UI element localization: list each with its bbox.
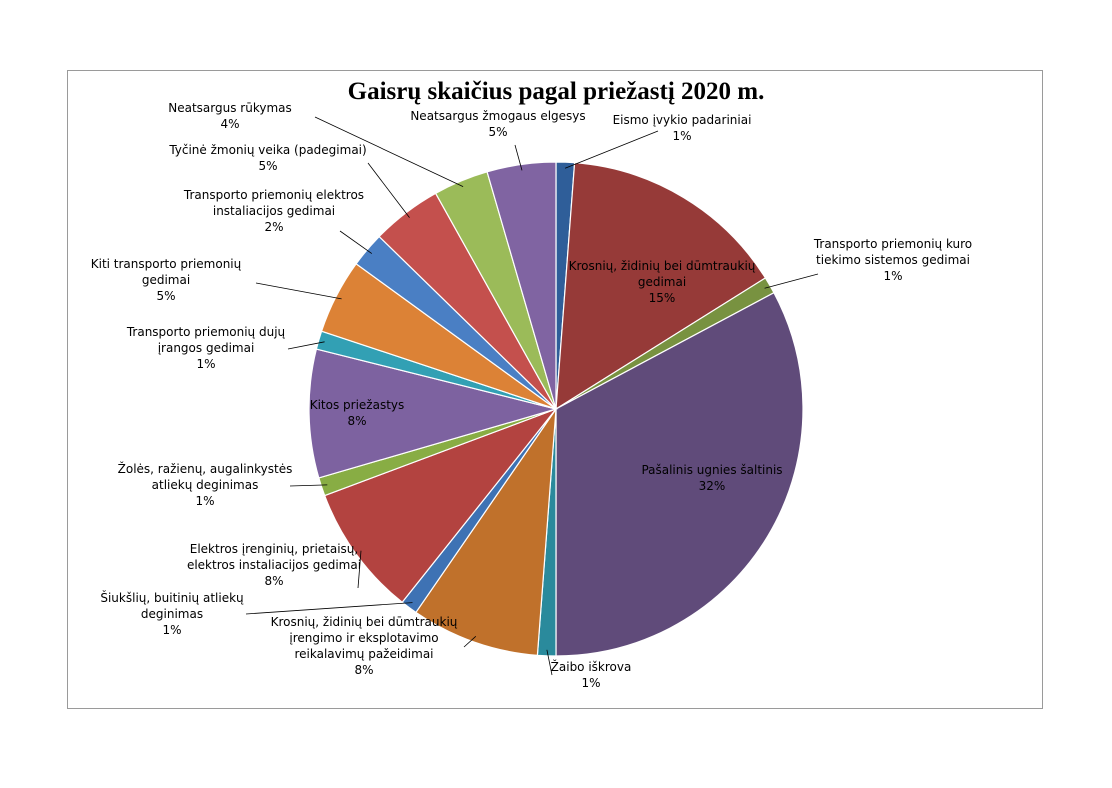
slice-label: Neatsargus rūkymas 4%: [168, 101, 292, 131]
leader-line: [564, 130, 659, 169]
slice-label: Transporto priemonių dujų įrangos gedimai…: [126, 325, 286, 371]
leader-line: [287, 341, 325, 350]
slice-label: Žolės, ražienų, augalinkystės atliekų deg…: [118, 461, 293, 508]
leader-line: [463, 636, 477, 648]
slice-name: gedimai: [638, 275, 686, 289]
slice-percent: 2%: [264, 220, 283, 234]
slice-percent: 32%: [699, 479, 726, 493]
leader-line: [514, 144, 523, 171]
slice-name: Šiukšlių, buitinių atliekų: [100, 590, 244, 605]
slice-percent: 1%: [883, 269, 902, 283]
slice-label: Transporto priemonių elektros instaliacij…: [183, 188, 364, 234]
leader-line: [357, 550, 362, 589]
slice-name: Kiti transporto priemonių: [91, 257, 242, 271]
slice-name: įrangos gedimai: [158, 341, 255, 355]
slice-name: Pašalinis ugnies šaltinis: [641, 463, 782, 477]
pie-slice: [555, 291, 804, 657]
slice-percent: 5%: [156, 289, 175, 303]
slice-name: Žolės, ražienų, augalinkystės: [118, 461, 293, 476]
slice-name: Neatsargus rūkymas: [168, 101, 292, 115]
slice-percent: 1%: [672, 129, 691, 143]
pie-slice: [486, 161, 557, 410]
slice-name: deginimas: [141, 607, 203, 621]
slice-name: Neatsargus žmogaus elgesys: [410, 109, 585, 123]
slice-percent: 8%: [354, 663, 373, 677]
slice-label: Elektros įrenginių, prietaisų, elektros i…: [187, 542, 361, 588]
slice-label: Tyčinė žmonių veika (padegimai) 5%: [168, 143, 366, 173]
chart-title: Gaisrų skaičius pagal priežastį 2020 m.: [347, 78, 765, 105]
slice-name: Transporto priemonių elektros: [183, 188, 364, 202]
pie-slice: [308, 348, 559, 479]
slice-label: Kiti transporto priemonių gedimai 5%: [91, 257, 242, 303]
slice-name: Kitos priežastys: [310, 398, 405, 412]
slice-label: Pašalinis ugnies šaltinis 32%: [641, 463, 782, 493]
slice-label: Žaibo iškrova 1%: [551, 659, 632, 690]
slice-label: Eismo įvykio padariniai 1%: [613, 113, 752, 143]
slice-label: Krosnių, židinių bei dūmtraukių įrengimo …: [271, 615, 458, 677]
slice-percent: 1%: [581, 676, 600, 690]
slice-percent: 15%: [649, 291, 676, 305]
slice-name: reikalavimų pažeidimai: [294, 647, 433, 661]
pie-slice: [415, 406, 557, 656]
slice-name: Elektros įrenginių, prietaisų,: [190, 542, 358, 556]
slice-label: Krosnių, židinių bei dūmtraukių gedimai 15…: [569, 259, 756, 305]
slice-name: gedimai: [142, 273, 190, 287]
slice-name: Eismo įvykio padariniai: [613, 113, 752, 127]
slice-name: instaliacijos gedimai: [213, 204, 335, 218]
slice-percent: 8%: [264, 574, 283, 588]
pie-slice: [555, 162, 767, 411]
leader-line: [314, 116, 464, 187]
slice-name: elektros instaliacijos gedimai: [187, 558, 361, 572]
slice-percent: 1%: [162, 623, 181, 637]
slice-name: atliekų deginimas: [152, 478, 259, 492]
leader-line: [339, 230, 373, 254]
slice-percent: 1%: [195, 494, 214, 508]
slice-name: tiekimo sistemos gedimai: [816, 253, 970, 267]
chart-frame: [67, 70, 1043, 709]
slice-label: Šiukšlių, buitinių atliekų deginimas 1%: [100, 590, 244, 637]
leader-line: [546, 649, 553, 676]
slice-label: Transporto priemonių kuro tiekimo sistemo…: [813, 237, 972, 283]
slice-label: Neatsargus žmogaus elgesys 5%: [410, 109, 585, 139]
leader-line: [255, 282, 342, 300]
leader-line: [245, 602, 413, 615]
slice-percent: 5%: [258, 159, 277, 173]
slice-percent: 5%: [488, 125, 507, 139]
pie-slice: [323, 407, 558, 604]
slice-name: Žaibo iškrova: [551, 659, 632, 674]
slice-percent: 8%: [347, 414, 366, 428]
slice-label: Kitos priežastys 8%: [310, 398, 405, 428]
slice-percent: 4%: [220, 117, 239, 131]
slice-name: Tyčinė žmonių veika (padegimai): [168, 143, 366, 157]
slice-name: Krosnių, židinių bei dūmtraukių: [271, 615, 458, 629]
leader-line: [367, 162, 410, 218]
slice-name: Transporto priemonių kuro: [813, 237, 972, 251]
slice-percent: 1%: [196, 357, 215, 371]
leader-line: [289, 484, 328, 487]
slice-name: Transporto priemonių dujų: [126, 325, 286, 339]
slice-name: Krosnių, židinių bei dūmtraukių: [569, 259, 756, 273]
slice-name: įrengimo ir eksplotavimo: [289, 631, 438, 645]
leader-line: [764, 273, 819, 289]
